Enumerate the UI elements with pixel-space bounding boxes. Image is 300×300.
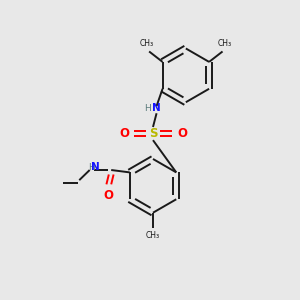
Text: O: O xyxy=(119,127,129,140)
Text: CH₃: CH₃ xyxy=(146,231,160,240)
Text: O: O xyxy=(103,189,113,203)
Text: O: O xyxy=(177,127,187,140)
Text: N: N xyxy=(152,103,161,113)
Text: H: H xyxy=(144,104,151,113)
Text: CH₃: CH₃ xyxy=(140,39,154,48)
Text: S: S xyxy=(149,127,157,140)
Text: CH₃: CH₃ xyxy=(218,39,232,48)
Text: N: N xyxy=(91,162,99,172)
Text: H: H xyxy=(88,163,94,172)
